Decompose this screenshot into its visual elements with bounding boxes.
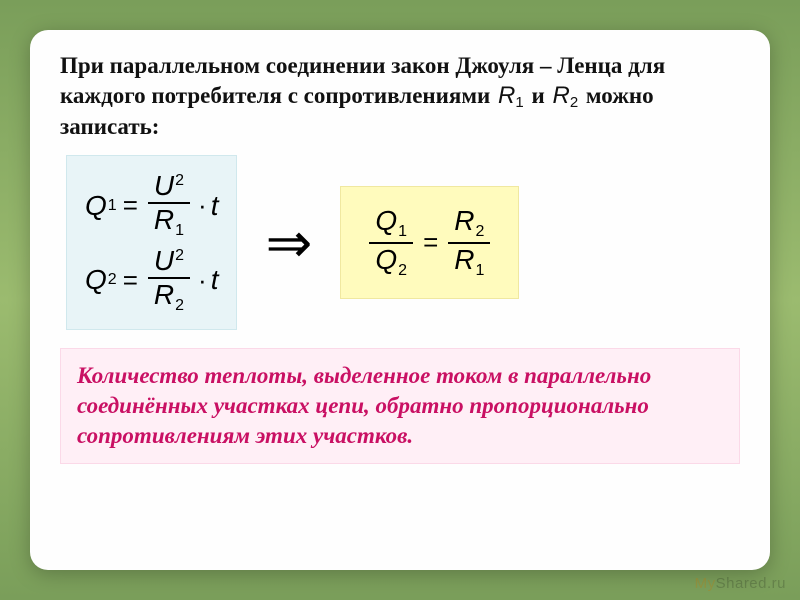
- eq-Q2-num: U2: [148, 245, 190, 277]
- watermark-left: My: [695, 575, 716, 592]
- inline-R1-sub: 1: [515, 94, 523, 111]
- eq-Q2: Q2 = U2 R2 · t: [85, 245, 218, 316]
- conclusion-text: Количество теплоты, выделенное током в п…: [77, 363, 651, 448]
- eq-Q2-t: t: [211, 264, 219, 296]
- eq-ratio-eq: =: [423, 227, 438, 258]
- eq-Q1-t: t: [211, 190, 219, 222]
- formula-row: Q1 = U2 R1 · t Q2 = U2 R2 · t: [60, 155, 740, 330]
- eq-Q2-eq: =: [123, 265, 138, 296]
- inline-R1-var: R: [498, 82, 515, 109]
- eq-Q1-lhs-sub: 1: [108, 197, 117, 215]
- eq-ratio-lden: Q2: [369, 244, 413, 280]
- inline-R1: R1: [498, 82, 524, 109]
- implies-arrow-icon: ⇒: [265, 215, 312, 271]
- eq-Q2-lhs-var: Q: [85, 264, 107, 296]
- inline-R2-var: R: [552, 82, 569, 109]
- intro-and: и: [531, 83, 544, 108]
- eq-Q1-den: R1: [148, 204, 190, 240]
- watermark-right: Shared.ru: [716, 575, 786, 592]
- eq-Q2-dot: ·: [198, 265, 207, 296]
- eq-ratio-left-frac: Q1 Q2: [369, 205, 413, 280]
- eq-ratio: Q1 Q2 = R2 R1: [365, 205, 494, 280]
- eq-ratio-rnum: R2: [448, 205, 490, 241]
- eq-ratio-right-frac: R2 R1: [448, 205, 490, 280]
- eq-Q2-den: R2: [148, 279, 190, 315]
- conclusion-box: Количество теплоты, выделенное током в п…: [60, 348, 740, 464]
- inline-R2: R2: [552, 82, 578, 109]
- eq-Q2-lhs-sub: 2: [108, 271, 117, 289]
- eq-Q1-num: U2: [148, 170, 190, 202]
- eq-Q1-dot: ·: [198, 190, 207, 221]
- slide-card: При параллельном соединении закон Джоуля…: [30, 30, 770, 570]
- eq-Q1-lhs-var: Q: [85, 190, 107, 222]
- formula-box-right: Q1 Q2 = R2 R1: [340, 186, 519, 299]
- eq-Q2-frac: U2 R2: [148, 245, 190, 316]
- eq-ratio-lnum: Q1: [369, 205, 413, 241]
- inline-R2-sub: 2: [570, 94, 578, 111]
- formula-box-left: Q1 = U2 R1 · t Q2 = U2 R2 · t: [66, 155, 237, 330]
- intro-paragraph: При параллельном соединении закон Джоуля…: [60, 52, 740, 141]
- eq-Q1-frac: U2 R1: [148, 170, 190, 241]
- eq-Q1-eq: =: [123, 190, 138, 221]
- eq-ratio-rden: R1: [448, 244, 490, 280]
- watermark: MyShared.ru: [695, 575, 786, 592]
- eq-Q1: Q1 = U2 R1 · t: [85, 170, 218, 241]
